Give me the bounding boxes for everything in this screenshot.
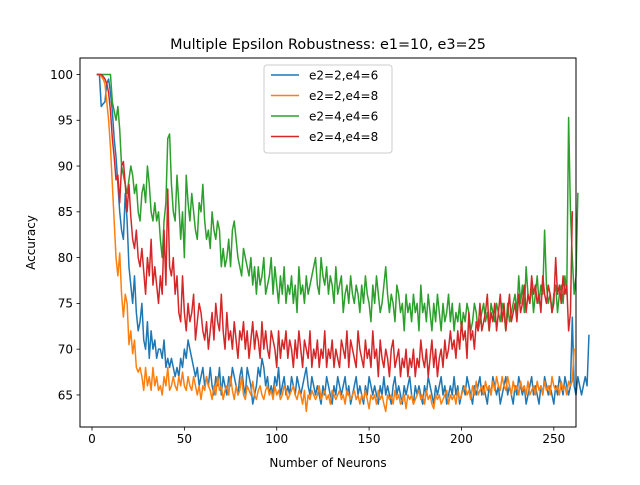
plot-frame [79, 57, 577, 428]
series-line-3 [96, 73, 579, 332]
series-line-4 [96, 73, 574, 378]
plot-lines [96, 73, 590, 413]
y-tick-label: 80 [58, 251, 73, 265]
y-axis-label: Accuracy [24, 215, 38, 270]
x-tick-label: 50 [177, 432, 192, 446]
y-tick-label: 75 [58, 297, 73, 311]
y-axis-ticks: 65 70 75 80 85 90 95 100 [50, 68, 80, 402]
x-axis-ticks: 0 50 100 150 200 250 [88, 427, 565, 446]
legend-label-2: e2=2,e4=8 [309, 89, 378, 103]
x-tick-label: 0 [88, 432, 96, 446]
y-tick-label: 100 [50, 68, 73, 82]
y-tick-label: 65 [58, 388, 73, 402]
legend-label-4: e2=4,e4=8 [309, 130, 378, 144]
chart-title: Multiple Epsilon Robustness: e1=10, e3=2… [170, 37, 486, 53]
y-tick-label: 70 [58, 342, 73, 356]
x-tick-label: 100 [265, 432, 288, 446]
legend-label-1: e2=2,e4=6 [309, 68, 378, 82]
x-tick-label: 200 [450, 432, 473, 446]
legend-label-3: e2=4,e4=6 [309, 109, 378, 123]
chart-legend: e2=2,e4=6 e2=2,e4=8 e2=4,e4=6 e2=4,e4=8 [263, 64, 393, 154]
x-axis-label: Number of Neurons [269, 456, 386, 470]
legend-box [263, 64, 393, 154]
x-tick-label: 250 [542, 432, 565, 446]
series-line-2 [96, 73, 575, 413]
x-tick-label: 150 [358, 432, 381, 446]
y-tick-label: 90 [58, 159, 73, 173]
y-tick-label: 95 [58, 114, 73, 128]
series-line-1 [96, 73, 590, 405]
y-tick-label: 85 [58, 205, 73, 219]
